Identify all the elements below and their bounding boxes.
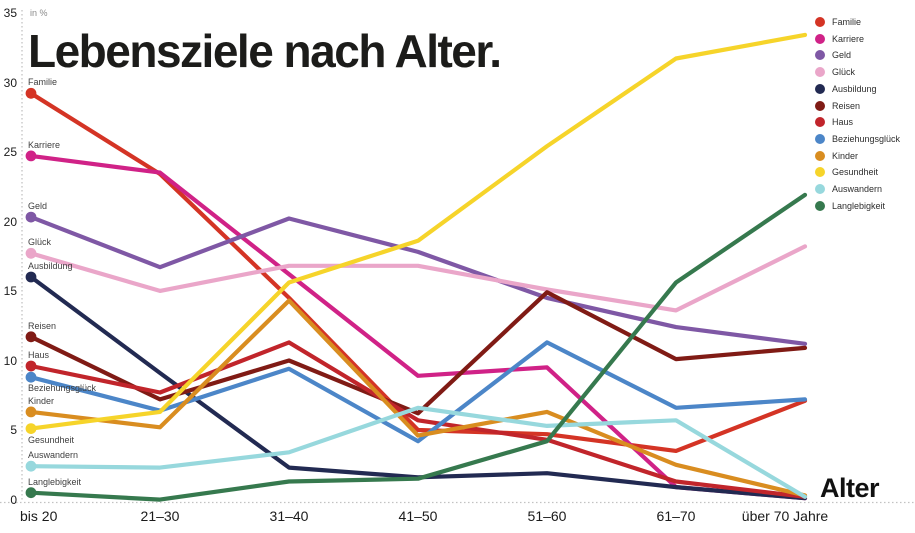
y-tick-30: 30 [3, 75, 17, 90]
legend-dot-Ausbildung [815, 83, 825, 94]
x-tick-4: 51–60 [527, 508, 567, 524]
series-label-Ausbildung: Ausbildung [28, 260, 73, 271]
legend-text-Auswandern: Auswandern [832, 184, 883, 194]
legend-item-Gesundheit: Gesundheit [815, 166, 878, 178]
legend-dot-Langlebigkeit [815, 200, 825, 211]
x-axis-title: Alter [820, 473, 880, 503]
legend-dot-Haus [815, 117, 825, 128]
series-start-dot-Glück [25, 247, 37, 259]
legend-item-Auswandern: Auswandern [815, 183, 882, 195]
legend-text-Beziehungsglück: Beziehungsglück [832, 133, 901, 144]
legend-dot-Auswandern [815, 184, 825, 194]
y-tick-35: 35 [3, 6, 17, 20]
series-label-Haus: Haus [28, 350, 50, 361]
series-label-Beziehungsglück: Beziehungsglück [28, 383, 97, 394]
legend-item-Haus: Haus [815, 116, 853, 128]
legend-text-Glück: Glück [832, 67, 856, 78]
legend-dot-Geld [815, 50, 825, 61]
legend-text-Ausbildung: Ausbildung [832, 83, 877, 94]
legend-item-Langlebigkeit: Langlebigkeit [815, 200, 885, 212]
legend-text-Reisen: Reisen [832, 100, 861, 111]
y-tick-10: 10 [3, 353, 17, 368]
x-tick-0: bis 20 [20, 508, 58, 524]
legend-item-Geld: Geld [815, 49, 851, 61]
x-tick-1: 21–30 [140, 508, 180, 524]
legend-text-Kinder: Kinder [832, 150, 859, 161]
series-label-Kinder: Kinder [28, 395, 55, 406]
series-label-Geld: Geld [28, 201, 48, 212]
series-label-Gesundheit: Gesundheit [28, 434, 75, 445]
series-start-dot-Auswandern [25, 460, 37, 472]
series-line-Kinder [28, 298, 808, 498]
series-start-dot-Langlebigkeit [25, 487, 37, 499]
legend-dot-Kinder [815, 150, 825, 161]
legend-item-Glück: Glück [815, 66, 855, 78]
legend-text-Langlebigkeit: Langlebigkeit [832, 200, 886, 211]
legend-text-Gesundheit: Gesundheit [832, 167, 879, 178]
series-line-Geld [28, 215, 808, 346]
y-tick-5: 5 [10, 423, 17, 438]
x-tick-6: über 70 Jahre [741, 508, 829, 524]
series-label-Glück: Glück [28, 237, 52, 248]
series-line-Ausbildung [28, 274, 808, 501]
legend-item-Karriere: Karriere [815, 33, 864, 45]
legend-dot-Beziehungsglück [815, 133, 825, 144]
y-tick-15: 15 [3, 284, 17, 299]
series-start-dot-Kinder [25, 406, 37, 418]
y-tick-25: 25 [3, 145, 17, 160]
series-line-Auswandern [28, 405, 808, 499]
series-start-dot-Beziehungsglück [25, 371, 37, 383]
series-start-dot-Karriere [25, 150, 37, 162]
series-label-Reisen: Reisen [28, 320, 57, 331]
series-line-Haus [28, 340, 808, 499]
legend-dot-Karriere [815, 33, 825, 44]
legend-dot-Familie [815, 17, 825, 27]
chart-title: Lebensziele nach Alter. [28, 25, 502, 77]
legend-text-Geld: Geld [832, 50, 852, 61]
legend-dot-Reisen [815, 100, 825, 111]
legend-dot-Gesundheit [815, 167, 825, 178]
legend-dot-Glück [815, 67, 825, 78]
y-tick-20: 20 [3, 214, 17, 229]
series-start-dot-Gesundheit [25, 423, 37, 434]
series-line-Gesundheit [28, 32, 808, 431]
x-tick-5: 61–70 [656, 508, 696, 524]
series-label-Familie: Familie [28, 77, 58, 88]
x-tick-2: 31–40 [269, 508, 309, 524]
y-axis-unit-label: in % [30, 8, 48, 18]
series-label-Auswandern: Auswandern [28, 450, 79, 461]
legend-text-Haus: Haus [832, 117, 854, 128]
series-line-Langlebigkeit [28, 192, 808, 502]
legend-text-Karriere: Karriere [832, 33, 865, 44]
series-start-dot-Reisen [25, 331, 37, 343]
series-start-dot-Haus [25, 360, 37, 372]
legend-item-Ausbildung: Ausbildung [815, 83, 877, 95]
series-label-Karriere: Karriere [28, 139, 61, 150]
y-tick-0: 0 [10, 493, 17, 507]
legend-item-Reisen: Reisen [815, 100, 860, 112]
series-start-dot-Geld [25, 211, 37, 223]
series-label-Langlebigkeit: Langlebigkeit [28, 476, 82, 487]
x-tick-3: 41–50 [398, 508, 438, 524]
legend-item-Beziehungsglück: Beziehungsglück [815, 133, 900, 145]
series-start-dot-Familie [25, 87, 37, 99]
series-start-dot-Ausbildung [25, 271, 37, 283]
legend-item-Familie: Familie [815, 16, 861, 28]
series-line-Glück [28, 244, 808, 313]
series-line-Reisen [28, 290, 808, 416]
legend-item-Kinder: Kinder [815, 150, 858, 162]
legend-text-Familie: Familie [832, 17, 862, 27]
